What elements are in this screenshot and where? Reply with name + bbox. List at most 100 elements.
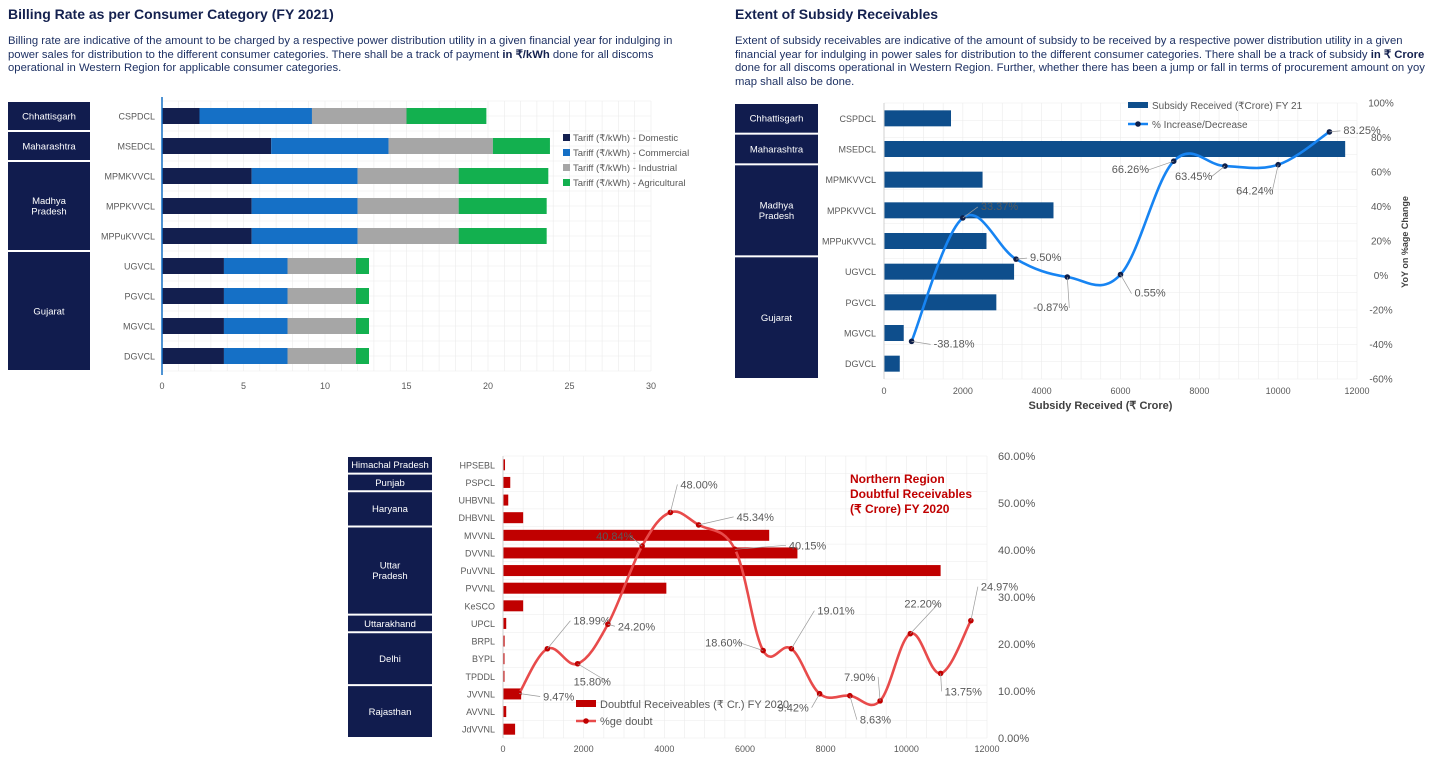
category-label-mgvcl: MGVCL [844, 329, 876, 339]
bar-mpmkvvcl-agricultural [458, 168, 549, 184]
region-box-uttarakhand [348, 615, 432, 632]
x-tick-label: 20 [483, 381, 493, 391]
legend-swatch-subsidy [1128, 102, 1148, 108]
x-tick-label: 12000 [974, 744, 999, 754]
bar-cspdcl-commercial [199, 108, 312, 124]
chart-title-line: (₹ Crore) FY 2020 [850, 502, 950, 516]
x-tick-label: 0 [881, 386, 886, 396]
bar-avvnl [503, 706, 507, 718]
legend-swatch-tariff-kwh-industrial [563, 164, 570, 171]
bar-mppukvvcl-domestic [162, 228, 252, 244]
bar-puvvnl [503, 565, 941, 577]
x-tick-label: 25 [564, 381, 574, 391]
bar-mppukvvcl [884, 233, 987, 249]
bar-hpsebl [503, 459, 506, 471]
bar-pvvnl [503, 582, 667, 594]
region-label-chhattisgarh: Chhattisgarh [22, 111, 76, 122]
bar-pspcl [503, 476, 511, 488]
bar-msedcl-agricultural [492, 138, 550, 154]
y2-tick-label: -20% [1369, 306, 1392, 317]
y2-tick-label: 10.00% [998, 686, 1036, 698]
bar-pgvcl-domestic [162, 288, 224, 304]
bar-dgvcl-agricultural [355, 348, 370, 364]
category-label-msedcl: MSEDCL [117, 142, 155, 152]
bar-pgvcl [884, 294, 997, 311]
category-label-bypl: BYPL [472, 654, 495, 664]
region-label-chhattisgarh: Chhattisgarh [750, 114, 804, 125]
data-label-9-42: 9.42% [778, 703, 809, 715]
region-label-madhya-pradesh: Pradesh [759, 211, 794, 222]
bar-mgvcl-commercial [223, 318, 288, 334]
leader-line [734, 544, 786, 550]
chart-title-line: Doubtful Receivables [850, 487, 972, 501]
x-tick-label: 0 [159, 381, 164, 391]
billing-description: Billing rate are indicative of the amoun… [8, 35, 673, 75]
data-label-48-00: 48.00% [680, 479, 718, 491]
x-tick-label: 4000 [654, 744, 674, 754]
data-label-22-20: 22.20% [904, 599, 942, 611]
leader-line [962, 206, 979, 219]
data-label-18-60: 18.60% [705, 638, 743, 650]
leader-line [1329, 130, 1341, 133]
legend-label-bar: Doubtful Receiveables (₹ Cr.) FY 2020 [600, 699, 789, 711]
category-label-dhbvnl: DHBVNL [458, 513, 495, 523]
legend-label-subsidy: Subsidy Received (₹Crore) FY 21 [1152, 101, 1303, 112]
leader-line [1120, 274, 1132, 294]
bar-mgvcl-domestic [162, 318, 224, 334]
category-label-uhbvnl: UHBVNL [458, 496, 495, 506]
bar-ugvcl [884, 263, 1015, 280]
bar-pgvcl-agricultural [355, 288, 370, 304]
bar-mgvcl-agricultural [355, 318, 370, 334]
data-label-18-99: 18.99% [573, 616, 611, 628]
legend-label-tariff-kwh-commercial: Tariff (₹/kWh) - Commercial [573, 148, 689, 159]
leader-line [698, 516, 734, 526]
region-box-chhattisgarh [8, 102, 90, 130]
category-label-pgvcl: PGVCL [124, 292, 155, 302]
region-box-uttar-pradesh [348, 527, 432, 614]
x-tick-label: 4000 [1032, 386, 1052, 396]
y2-axis-title: YoY on %age Change [1400, 196, 1410, 288]
bar-cspdcl-industrial [311, 108, 407, 124]
bar-mppkvvcl-agricultural [458, 198, 547, 214]
bar-mppukvvcl-industrial [357, 228, 459, 244]
legend-label-tariff-kwh-industrial: Tariff (₹/kWh) - Industrial [573, 163, 677, 174]
legend-marker [1135, 121, 1141, 127]
chart-title-line: Northern Region [850, 472, 945, 486]
bar-mpmkvvcl-industrial [357, 168, 459, 184]
leader-line [811, 693, 820, 708]
region-label-madhya-pradesh: Pradesh [31, 207, 66, 218]
data-label-24-97: 24.97% [981, 582, 1019, 594]
line-point [1326, 129, 1333, 135]
x-tick-label: 8000 [1189, 386, 1209, 396]
bar-ugvcl-industrial [287, 258, 356, 274]
y2-tick-label: -60% [1369, 375, 1392, 386]
bar-uhbvnl [503, 494, 509, 506]
category-label-cspdcl: CSPDCL [839, 114, 876, 124]
y2-tick-label: 80% [1371, 133, 1391, 144]
data-label-8-63: 8.63% [860, 715, 891, 727]
x-tick-label: 5 [241, 381, 246, 391]
y2-tick-label: 30.00% [998, 592, 1036, 604]
data-label-9-47: 9.47% [543, 691, 574, 703]
data-label-63-45: 63.45% [1175, 171, 1213, 183]
bar-mppkvvcl-domestic [162, 198, 252, 214]
bar-mpmkvvcl-commercial [251, 168, 358, 184]
bar-mppkvvcl-industrial [357, 198, 459, 214]
category-label-jdvvnl: JdVVNL [462, 725, 495, 735]
leader-line [607, 623, 615, 627]
bar-dhbvnl [503, 512, 524, 524]
y2-tick-label: 0.00% [998, 733, 1029, 745]
y2-tick-label: 40% [1371, 202, 1391, 213]
bar-mvvnl [503, 529, 770, 541]
x-tick-label: 6000 [735, 744, 755, 754]
data-label-38-18: -38.18% [934, 338, 975, 350]
bar-dvvnl [503, 547, 798, 559]
category-label-kesco: KeSCO [464, 601, 495, 611]
bar-mgvcl [884, 325, 904, 341]
x-tick-label: 10 [320, 381, 330, 391]
bar-msedcl-domestic [162, 138, 272, 154]
bar-mgvcl-industrial [287, 318, 356, 334]
